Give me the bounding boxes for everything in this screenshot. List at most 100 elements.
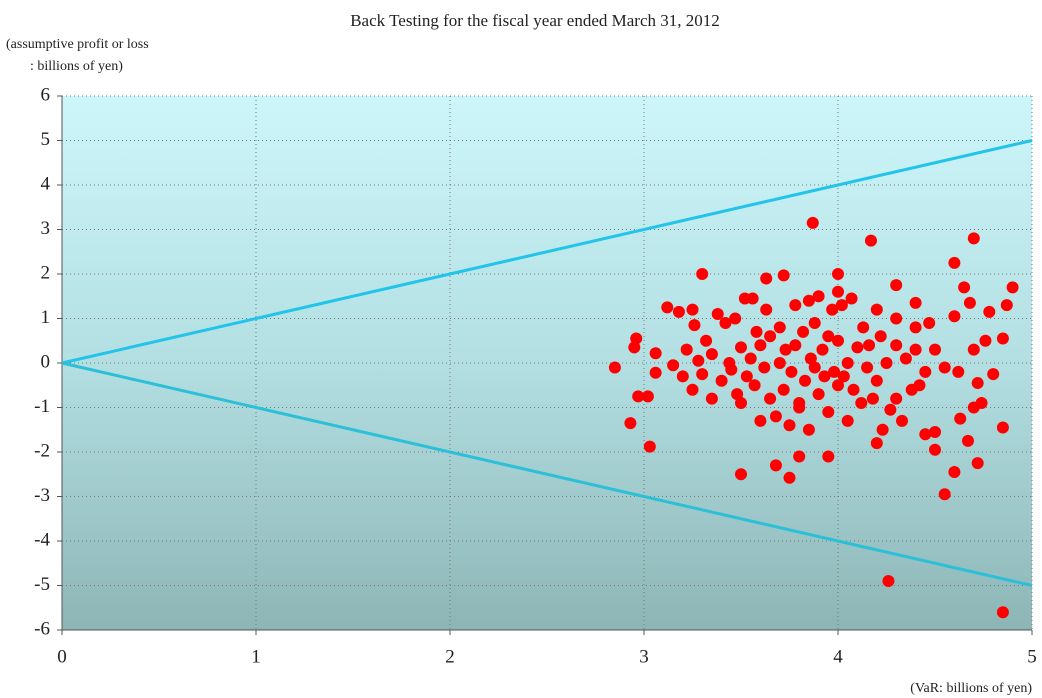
point: [884, 403, 897, 416]
point: [735, 468, 747, 481]
point: [692, 354, 705, 367]
point: [938, 361, 951, 374]
point: [793, 450, 806, 463]
point: [929, 425, 941, 438]
point: [919, 365, 932, 378]
point: [740, 370, 753, 383]
point: [870, 303, 883, 316]
point: [760, 272, 773, 285]
point: [876, 423, 889, 436]
point: [996, 421, 1009, 434]
point: [735, 397, 747, 410]
point: [864, 234, 877, 247]
point: [826, 303, 839, 316]
y-tick-label: 6: [41, 84, 51, 105]
point: [802, 294, 815, 307]
point: [608, 361, 621, 374]
x-tick-label: 2: [445, 646, 455, 667]
point: [938, 488, 951, 501]
point: [700, 334, 713, 347]
point: [952, 365, 965, 378]
point: [769, 459, 782, 472]
point: [785, 365, 798, 378]
y-axis-label: (assumptive profit or loss: [6, 37, 149, 52]
y-tick-label: -3: [34, 485, 50, 506]
point: [961, 434, 974, 447]
point: [832, 285, 844, 298]
point: [909, 343, 922, 356]
point: [816, 343, 829, 356]
point: [870, 437, 883, 450]
point: [818, 370, 831, 383]
point: [686, 383, 699, 396]
y-tick-label: 3: [41, 218, 51, 239]
y-tick-label: 5: [41, 129, 51, 150]
point: [841, 357, 854, 369]
point: [715, 374, 728, 387]
point: [863, 339, 876, 352]
point: [719, 316, 732, 329]
point: [764, 330, 777, 343]
point: [812, 388, 825, 401]
point: [735, 341, 747, 354]
point: [832, 268, 844, 280]
point: [958, 281, 971, 294]
point: [948, 466, 961, 479]
point: [806, 216, 819, 229]
point: [963, 296, 976, 309]
y-tick-label: 4: [41, 173, 51, 194]
y-axis-label: : billions of yen): [30, 59, 123, 74]
point: [1000, 299, 1013, 312]
point: [890, 312, 903, 325]
point: [746, 292, 759, 305]
y-tick-label: 2: [41, 262, 51, 283]
reference-line: [61, 139, 1033, 365]
point: [913, 379, 926, 392]
point: [1006, 281, 1019, 294]
point: [837, 370, 850, 383]
reference-line: [61, 361, 1033, 587]
point: [672, 305, 685, 318]
point: [779, 343, 792, 356]
point: [783, 471, 796, 484]
point: [929, 443, 941, 456]
y-tick-label: -5: [34, 574, 50, 595]
point: [696, 268, 709, 280]
point: [890, 339, 903, 352]
point: [847, 383, 860, 396]
point: [754, 339, 767, 352]
point: [822, 405, 835, 418]
point: [760, 303, 773, 316]
point: [812, 290, 825, 303]
point: [802, 423, 815, 436]
point: [641, 390, 654, 403]
point: [686, 303, 699, 316]
point: [822, 450, 835, 463]
point: [866, 392, 879, 405]
point: [777, 269, 790, 282]
point: [923, 316, 936, 329]
point: [919, 428, 932, 441]
point: [855, 397, 868, 410]
point: [773, 357, 786, 369]
point: [624, 417, 637, 430]
point: [705, 348, 718, 361]
point: [899, 352, 912, 365]
point: [954, 412, 967, 425]
y-tick-label: 1: [41, 307, 51, 328]
point: [808, 361, 821, 374]
y-tick-label: -1: [34, 396, 50, 417]
point: [705, 392, 718, 405]
point: [789, 339, 802, 352]
point: [789, 299, 802, 312]
point: [777, 383, 790, 396]
point: [971, 457, 984, 470]
point: [773, 321, 786, 334]
point: [754, 414, 767, 427]
point: [909, 321, 922, 334]
point: [857, 321, 870, 334]
point: [632, 390, 645, 403]
point: [783, 419, 796, 432]
